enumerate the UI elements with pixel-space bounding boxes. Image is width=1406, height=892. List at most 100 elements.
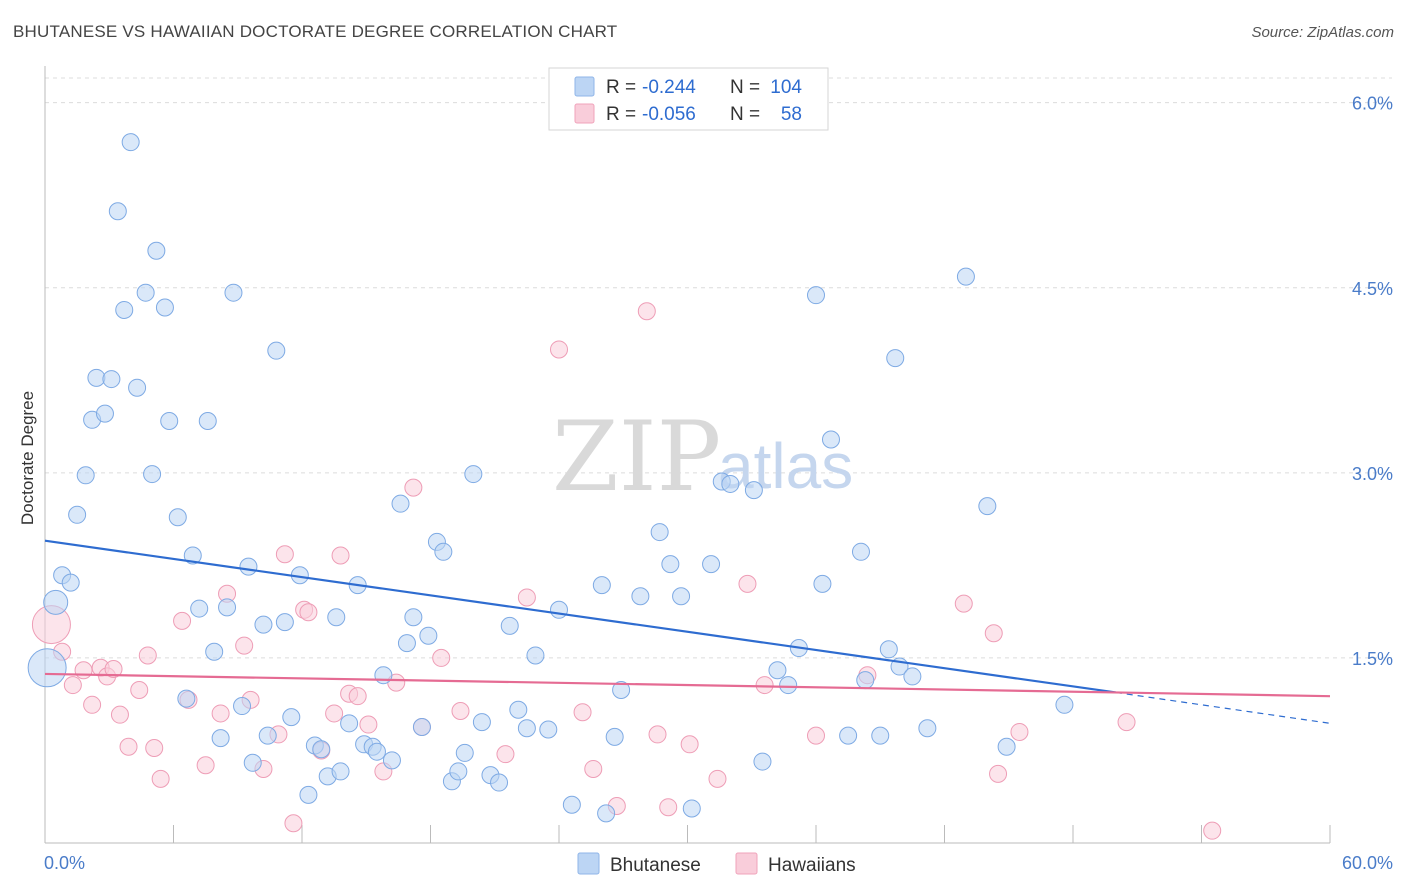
bhutanese-point (455, 743, 474, 762)
trend-lines (44, 539, 1331, 724)
bhutanese-point (397, 634, 416, 653)
bhutanese-point (997, 737, 1016, 756)
bhutanese-point (605, 727, 624, 746)
bhutanese-point (839, 726, 858, 745)
y-tick-label: 3.0% (1352, 464, 1393, 484)
bhutanese-point (136, 283, 155, 302)
series-legend: Bhutanese Hawaiians (577, 852, 856, 876)
bhutanese-point (108, 202, 127, 221)
bhutanese-point (327, 608, 346, 627)
bhutanese-point (490, 773, 509, 792)
hawaiians-point (331, 546, 350, 565)
bhutanese-point (61, 573, 80, 592)
bhutanese-point (404, 608, 423, 627)
x-tick-label-min: 0.0% (44, 853, 85, 873)
bhutanese-point (243, 753, 262, 772)
bhutanese-point (1055, 695, 1074, 714)
watermark-zip: ZIP (552, 401, 721, 513)
bhutanese-point (121, 133, 140, 152)
hawaiians-point (211, 704, 230, 723)
y-axis-label: Doctorate Degree (18, 391, 37, 525)
chart-title: BHUTANESE VS HAWAIIAN DOCTORATE DEGREE C… (13, 22, 618, 41)
axes (44, 66, 1331, 844)
bhutanese-point (147, 241, 166, 260)
hawaiians-point (807, 726, 825, 745)
bhutanese-point (168, 508, 187, 527)
bhutanese-point (27, 648, 67, 688)
bhutanese-point (211, 729, 230, 748)
bhutanese-point (239, 557, 258, 576)
stats-legend: R = -0.244 N = 104 R = -0.056 N = 58 (548, 67, 829, 131)
bhutanese-point (412, 718, 431, 737)
bhutanese-point (918, 719, 937, 738)
bhutanese-point (879, 640, 898, 659)
hawaiians-point (496, 745, 515, 764)
bhutanese-point (43, 589, 69, 615)
hawaiians-point (659, 798, 678, 817)
hawaiians-point (138, 646, 157, 665)
hawaiians-point (755, 676, 774, 695)
legend-n-value-1: 104 (770, 77, 802, 98)
bottom-legend-label-hawaiians: Hawaiians (768, 855, 856, 876)
bhutanese-point (198, 412, 217, 431)
bhutanese-point (744, 481, 763, 500)
legend-n-label-2: N = (730, 104, 760, 125)
bhutanese-point (87, 368, 106, 387)
hawaiians-point (1203, 821, 1222, 840)
hawaiians-point (954, 594, 973, 613)
hawaiians-point (989, 764, 1008, 783)
hawaiians-point (110, 705, 129, 724)
bhutanese-point (631, 587, 650, 606)
hawaiians-point (145, 738, 164, 757)
hawaiians-point (63, 676, 82, 695)
hawaiians-point (573, 703, 592, 722)
bhutanese-point (539, 720, 558, 739)
hawaiians-point (173, 611, 192, 630)
bottom-legend-swatch-hawaiians (735, 852, 758, 875)
bhutanese-point (160, 412, 179, 431)
legend-r-label-1: R = (606, 77, 636, 98)
bhutanese-point (851, 542, 870, 561)
bhutanese-point (275, 613, 294, 632)
bhutanese-point (224, 283, 243, 302)
bhutanese-point (183, 546, 202, 565)
bhutanese-point (856, 671, 875, 690)
bhutanese-point (650, 523, 669, 542)
bhutanese-point (367, 742, 386, 761)
bhutanese-point (95, 404, 114, 423)
bhutanese-point (978, 497, 997, 516)
bhutanese-point (254, 615, 273, 634)
bhutanese-point (143, 465, 162, 484)
bhutanese-point (419, 626, 438, 645)
bhutanese-point (903, 667, 922, 686)
x-tick-label-max: 60.0% (1342, 853, 1393, 873)
bhutanese-point (702, 555, 721, 574)
bhutanese-point (267, 341, 286, 360)
bhutanese-point (807, 286, 825, 305)
hawaiians-point (359, 715, 378, 734)
bhutanese-point (391, 494, 410, 513)
hawaiians-point (1010, 722, 1029, 741)
bhutanese-point (956, 267, 975, 286)
hawaiians-point (680, 735, 699, 754)
hawaiians-point (550, 340, 568, 359)
hawaiians-point (83, 695, 102, 714)
legend-r-label-2: R = (606, 104, 636, 125)
bhutanese-point (526, 646, 545, 665)
hawaiians-trend-line (44, 672, 1331, 698)
legend-n-value-2: 58 (781, 104, 802, 125)
bhutanese-point (813, 574, 832, 593)
legend-swatch-hawaiians (574, 103, 595, 124)
hawaiians-point (984, 624, 1003, 643)
bhutanese-point (205, 642, 224, 661)
bhutanese-point (753, 752, 772, 771)
bhutanese-point (258, 726, 277, 745)
bhutanese-point (449, 762, 468, 781)
hawaiians-point (151, 769, 170, 788)
bhutanese-point (464, 465, 483, 484)
bhutanese-point (382, 751, 401, 770)
bhutanese-point (299, 785, 318, 804)
bhutanese-point (672, 587, 691, 606)
bhutanese-point (779, 676, 798, 695)
